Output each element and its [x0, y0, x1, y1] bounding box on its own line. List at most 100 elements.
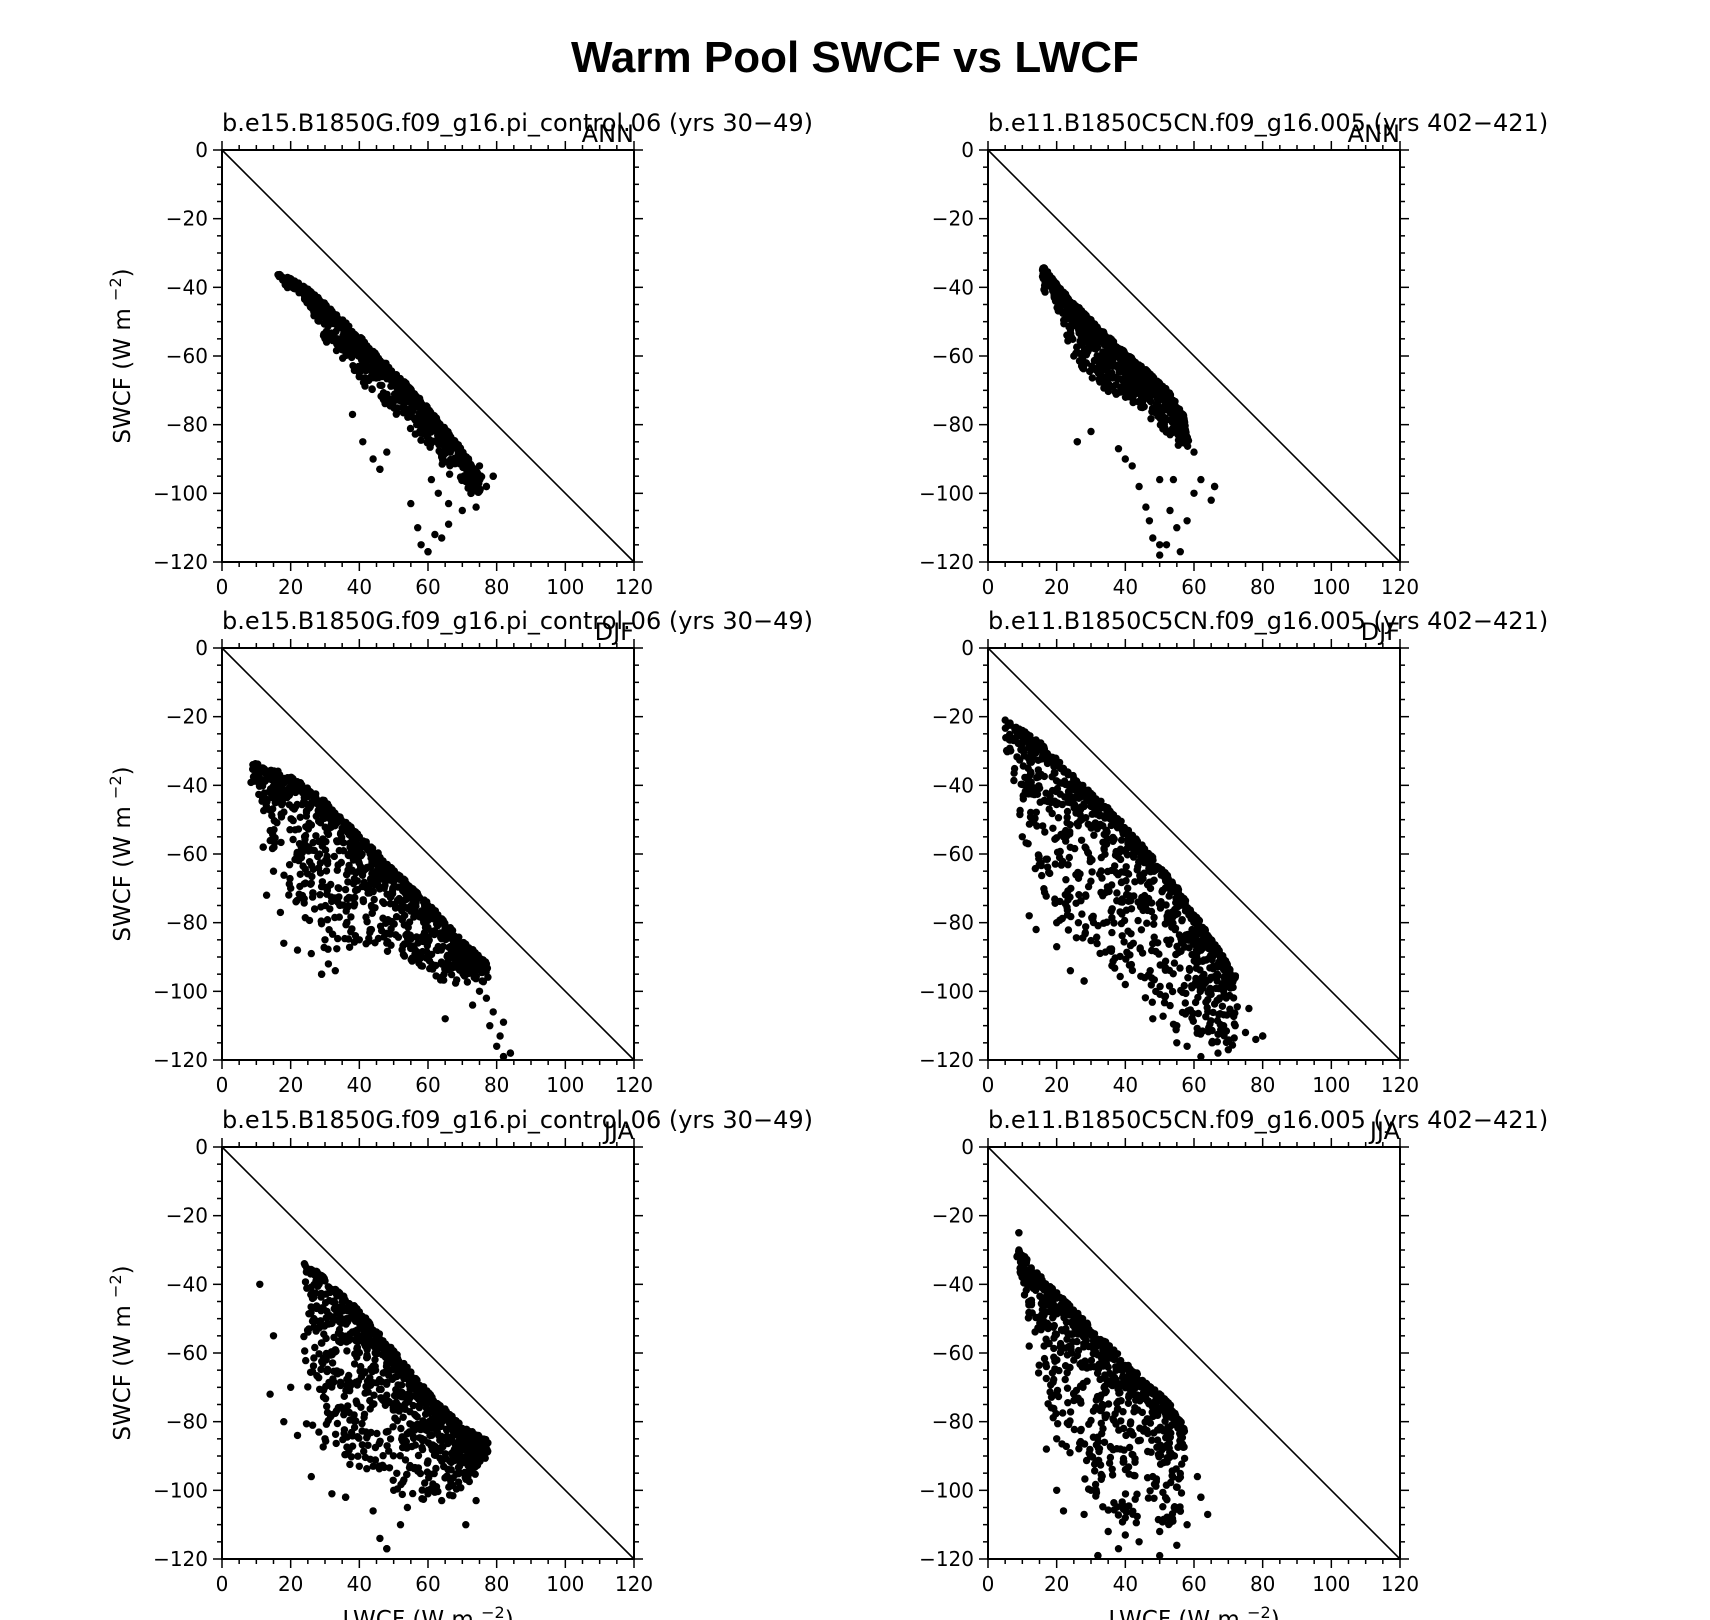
- data-point: [320, 313, 329, 322]
- data-point: [1103, 828, 1111, 836]
- data-point: [379, 1452, 387, 1460]
- data-point: [1206, 984, 1214, 993]
- data-point: [296, 870, 304, 878]
- data-point: [1218, 1002, 1227, 1010]
- data-point: [434, 489, 442, 497]
- data-point: [1084, 848, 1092, 856]
- data-point: [318, 842, 326, 850]
- data-point: [1189, 1017, 1198, 1025]
- data-point: [397, 397, 405, 405]
- y-tick-label: −120: [153, 1048, 208, 1072]
- data-point: [287, 815, 295, 823]
- data-point: [482, 482, 491, 491]
- season-label: ANN: [1348, 120, 1400, 148]
- x-tick-label: 20: [1044, 575, 1069, 599]
- y-axis-label-exponent: −2: [106, 775, 125, 799]
- data-point: [376, 465, 384, 473]
- y-tick-label: −120: [919, 1048, 974, 1072]
- data-point: [1259, 1032, 1267, 1040]
- data-point: [397, 1424, 405, 1433]
- y-tick-label: 0: [961, 636, 974, 660]
- data-point: [1104, 386, 1112, 394]
- data-point: [365, 937, 373, 945]
- y-tick-label: −120: [153, 1547, 208, 1571]
- data-point: [424, 548, 432, 556]
- data-point: [1124, 897, 1133, 905]
- data-point: [1121, 980, 1130, 989]
- data-point: [1128, 966, 1137, 975]
- data-point: [1195, 940, 1203, 948]
- data-point: [1053, 943, 1061, 951]
- data-point: [250, 777, 258, 785]
- data-point: [446, 462, 454, 470]
- data-point: [311, 795, 319, 803]
- data-point: [390, 867, 398, 875]
- data-point: [344, 878, 352, 886]
- data-point: [1207, 990, 1215, 999]
- data-point: [1062, 826, 1070, 835]
- data-point: [467, 489, 475, 498]
- data-point: [310, 905, 319, 913]
- data-point: [324, 945, 332, 953]
- data-point: [1171, 418, 1179, 427]
- data-point: [1087, 427, 1095, 436]
- data-point: [328, 307, 336, 316]
- reference-line: [221, 149, 635, 563]
- data-point: [317, 920, 326, 928]
- data-point: [1108, 928, 1116, 937]
- data-point: [440, 976, 448, 984]
- data-point: [1120, 916, 1129, 925]
- data-point: [1150, 920, 1158, 928]
- data-point: [257, 778, 266, 786]
- data-point: [292, 788, 300, 796]
- data-point: [1147, 415, 1155, 423]
- data-point: [1183, 434, 1191, 443]
- data-point: [1043, 281, 1052, 289]
- data-point: [1094, 821, 1102, 829]
- data-point: [305, 858, 314, 866]
- data-point: [484, 973, 492, 981]
- data-point: [269, 867, 278, 875]
- data-point: [337, 858, 345, 867]
- data-point: [1215, 946, 1223, 955]
- data-point: [1023, 783, 1031, 792]
- data-point: [1039, 264, 1047, 273]
- data-point: [1193, 959, 1201, 967]
- data-point: [463, 978, 472, 986]
- data-point: [438, 424, 446, 432]
- data-point: [1183, 442, 1192, 450]
- data-point: [424, 901, 432, 910]
- data-point: [1032, 925, 1040, 934]
- data-point: [1001, 716, 1009, 724]
- data-point: [1111, 964, 1119, 972]
- x-tick-label: 120: [1381, 575, 1419, 599]
- data-point: [1101, 331, 1109, 340]
- data-point: [389, 1423, 397, 1431]
- data-point: [1043, 751, 1051, 759]
- data-point: [346, 348, 355, 357]
- data-point: [427, 475, 436, 484]
- data-point: [1049, 824, 1057, 832]
- data-point: [1160, 389, 1168, 397]
- data-point: [1066, 843, 1075, 851]
- data-point: [1108, 914, 1116, 922]
- data-point: [255, 790, 263, 799]
- data-point: [1192, 946, 1201, 954]
- data-point: [1196, 984, 1205, 993]
- data-point: [1063, 906, 1072, 914]
- season-label: DJF: [1361, 618, 1400, 646]
- x-tick-label: 80: [1250, 575, 1275, 599]
- data-point: [1166, 506, 1174, 515]
- data-point: [1159, 425, 1167, 433]
- data-point: [1027, 808, 1035, 817]
- x-tick-label: 40: [347, 1073, 372, 1097]
- data-point: [1148, 998, 1157, 1006]
- data-point: [321, 335, 329, 343]
- data-point: [367, 901, 376, 910]
- data-point: [1162, 901, 1170, 909]
- season-label: ANN: [582, 120, 634, 148]
- data-point: [1231, 973, 1239, 982]
- data-point: [1226, 966, 1234, 974]
- data-point: [402, 879, 410, 888]
- data-point: [1025, 912, 1033, 920]
